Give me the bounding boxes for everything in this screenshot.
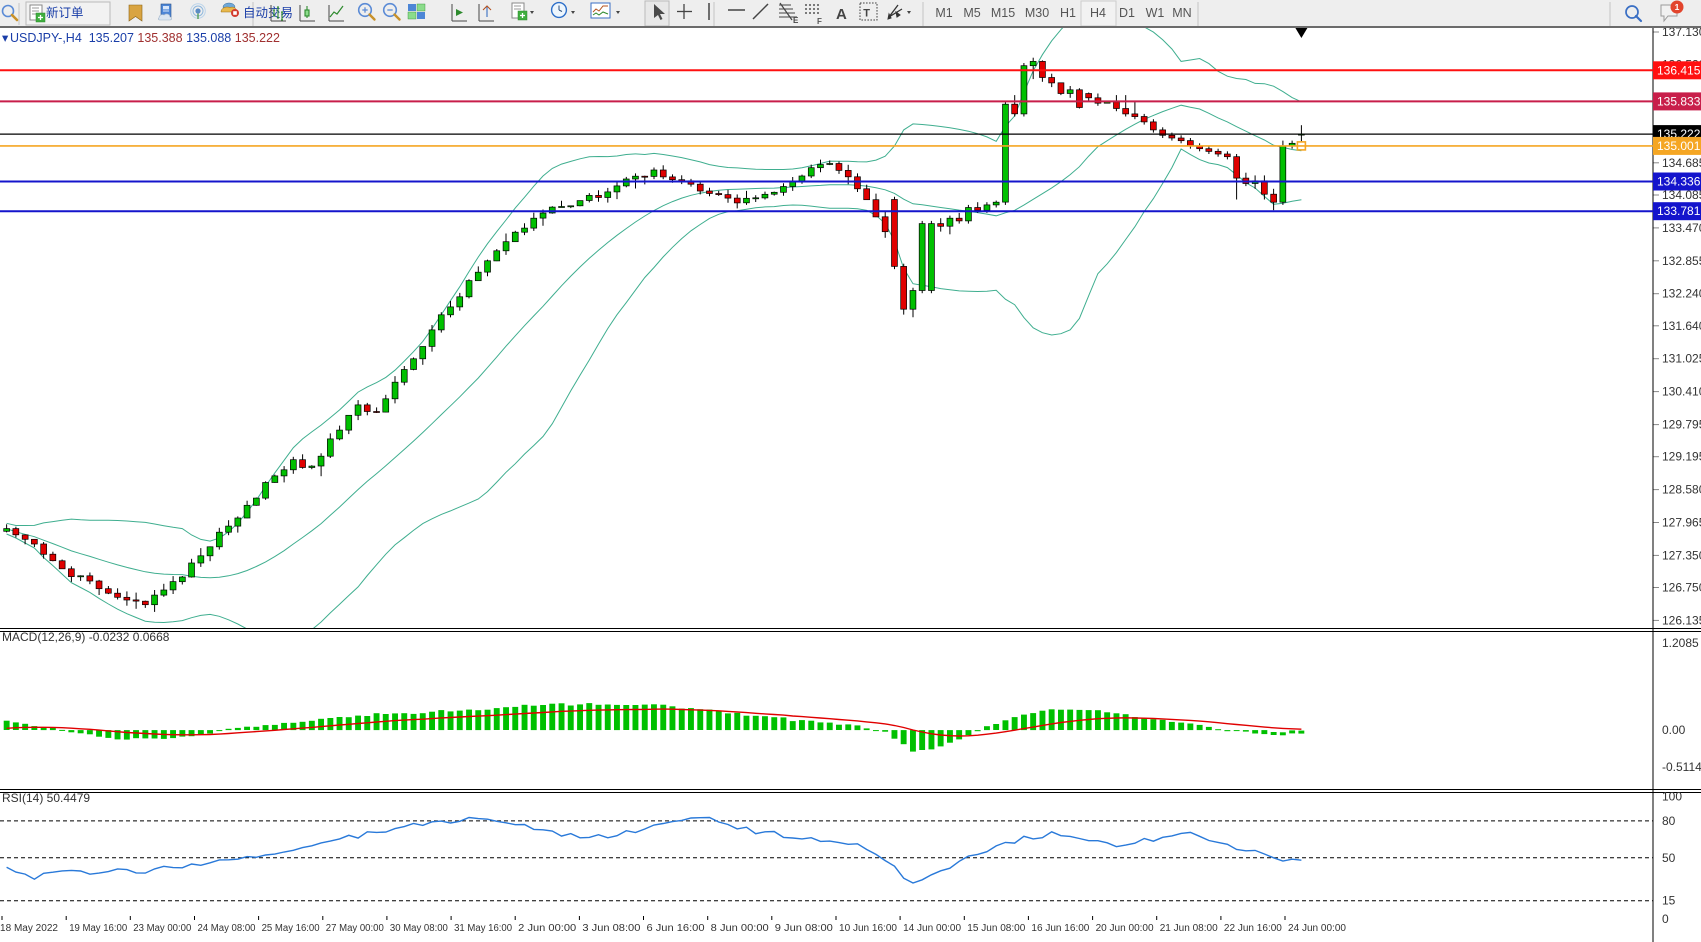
svg-text:H1: H1 — [1060, 6, 1076, 20]
svg-text:8 Jun 00:00: 8 Jun 00:00 — [711, 923, 769, 934]
svg-text:10 Jun 16:00: 10 Jun 16:00 — [839, 923, 897, 934]
svg-text:127.350: 127.350 — [1662, 548, 1701, 562]
svg-text:21 Jun 08:00: 21 Jun 08:00 — [1160, 923, 1218, 934]
svg-text:20 Jun 00:00: 20 Jun 00:00 — [1096, 923, 1154, 934]
svg-text:F: F — [817, 17, 822, 26]
svg-text:133.470: 133.470 — [1662, 221, 1701, 235]
svg-text:M1: M1 — [935, 6, 952, 20]
svg-text:27 May 00:00: 27 May 00:00 — [326, 923, 384, 934]
svg-text:132.240: 132.240 — [1662, 287, 1701, 301]
svg-text:129.795: 129.795 — [1662, 418, 1701, 432]
svg-text:131.640: 131.640 — [1662, 319, 1701, 333]
svg-text:135.001: 135.001 — [1657, 139, 1701, 153]
svg-text:23 May 00:00: 23 May 00:00 — [133, 923, 191, 934]
svg-text:0.00: 0.00 — [1662, 723, 1686, 737]
svg-text:E: E — [793, 16, 799, 25]
svg-text:135.833: 135.833 — [1657, 94, 1701, 108]
svg-text:134.685: 134.685 — [1662, 156, 1701, 170]
svg-text:6 Jun 16:00: 6 Jun 16:00 — [647, 923, 705, 934]
svg-text:127.965: 127.965 — [1662, 516, 1701, 530]
svg-text:126.750: 126.750 — [1662, 581, 1701, 595]
svg-text:MACD(12,26,9) -0.0232 0.0668: MACD(12,26,9) -0.0232 0.0668 — [2, 630, 170, 644]
svg-text:H4: H4 — [1090, 6, 1106, 20]
svg-text:15 Jun 08:00: 15 Jun 08:00 — [967, 923, 1025, 934]
svg-text:15: 15 — [1662, 894, 1676, 908]
svg-text:自动交易: 自动交易 — [243, 5, 293, 20]
svg-text:133.781: 133.781 — [1657, 204, 1701, 218]
svg-text:M15: M15 — [991, 6, 1015, 20]
svg-text:134.336: 134.336 — [1657, 175, 1701, 189]
svg-text:RSI(14) 50.4479: RSI(14) 50.4479 — [2, 791, 90, 805]
svg-text:50: 50 — [1662, 851, 1676, 865]
svg-text:19 May 16:00: 19 May 16:00 — [69, 923, 127, 934]
svg-text:16 Jun 16:00: 16 Jun 16:00 — [1031, 923, 1089, 934]
svg-text:136.415: 136.415 — [1657, 63, 1701, 77]
svg-text:新订单: 新订单 — [46, 5, 84, 20]
svg-text:2 Jun 00:00: 2 Jun 00:00 — [518, 923, 576, 934]
svg-text:131.025: 131.025 — [1662, 352, 1701, 366]
svg-text:M5: M5 — [963, 6, 980, 20]
svg-text:M30: M30 — [1025, 6, 1049, 20]
svg-text:1.2085: 1.2085 — [1662, 636, 1699, 650]
svg-text:30 May 08:00: 30 May 08:00 — [390, 923, 448, 934]
svg-text:24 Jun 00:00: 24 Jun 00:00 — [1288, 923, 1346, 934]
svg-text:24 May 08:00: 24 May 08:00 — [198, 923, 256, 934]
svg-text:D1: D1 — [1119, 6, 1135, 20]
svg-text:3 Jun 08:00: 3 Jun 08:00 — [582, 923, 640, 934]
svg-text:126.135: 126.135 — [1662, 613, 1701, 627]
svg-text:1: 1 — [1675, 2, 1680, 12]
svg-text:14 Jun 00:00: 14 Jun 00:00 — [903, 923, 961, 934]
svg-text:31 May 16:00: 31 May 16:00 — [454, 923, 512, 934]
svg-text:130.410: 130.410 — [1662, 385, 1701, 399]
svg-text:MN: MN — [1172, 6, 1191, 20]
svg-text:137.130: 137.130 — [1662, 28, 1701, 39]
svg-text:100: 100 — [1662, 790, 1682, 803]
svg-text:T: T — [863, 8, 870, 20]
svg-text:128.580: 128.580 — [1662, 483, 1701, 497]
svg-text:129.195: 129.195 — [1662, 450, 1701, 464]
svg-text:-0.5114: -0.5114 — [1662, 760, 1701, 774]
svg-text:80: 80 — [1662, 814, 1676, 828]
svg-text:132.855: 132.855 — [1662, 254, 1701, 268]
svg-text:A: A — [836, 6, 847, 23]
svg-text:18 May 2022: 18 May 2022 — [0, 923, 58, 934]
svg-text:25 May 16:00: 25 May 16:00 — [262, 923, 320, 934]
svg-text:22 Jun 16:00: 22 Jun 16:00 — [1224, 923, 1282, 934]
svg-text:9 Jun 08:00: 9 Jun 08:00 — [775, 923, 833, 934]
svg-text:W1: W1 — [1146, 6, 1165, 20]
